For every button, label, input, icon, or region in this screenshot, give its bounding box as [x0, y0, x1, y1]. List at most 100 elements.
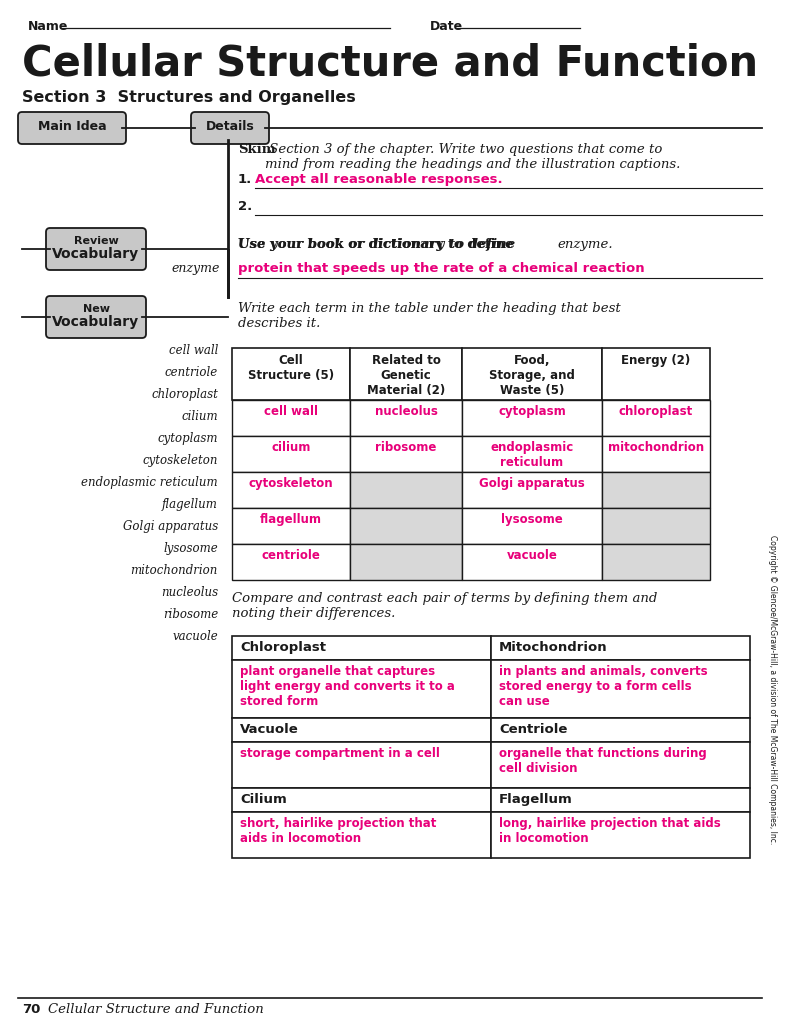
Bar	[350, 544, 462, 580]
Text: lysosome: lysosome	[501, 513, 563, 526]
Text: Compare and contrast each pair of terms by defining them and
noting their differ: Compare and contrast each pair of terms …	[232, 592, 658, 620]
Bar	[491, 718, 750, 742]
Text: organelle that functions during
cell division: organelle that functions during cell div…	[499, 746, 706, 775]
Text: long, hairlike projection that aids
in locomotion: long, hairlike projection that aids in l…	[499, 817, 721, 845]
Text: mitochondrion: mitochondrion	[608, 441, 704, 454]
Text: ribosome: ribosome	[162, 608, 218, 621]
Text: nucleolus: nucleolus	[161, 586, 218, 599]
Bar	[602, 472, 710, 508]
Bar	[491, 788, 750, 812]
Text: cilium: cilium	[182, 410, 218, 423]
Text: cytoplasm: cytoplasm	[498, 406, 566, 418]
Text: centriole: centriole	[262, 549, 321, 562]
Bar	[602, 508, 710, 544]
Text: cilium: cilium	[271, 441, 310, 454]
Text: storage compartment in a cell: storage compartment in a cell	[240, 746, 440, 760]
Bar	[462, 400, 602, 436]
Bar	[232, 544, 350, 580]
Bar	[462, 472, 602, 508]
Text: New: New	[82, 304, 110, 314]
Text: Cellular Structure and Function: Cellular Structure and Function	[22, 42, 758, 84]
Text: Review: Review	[74, 236, 118, 246]
Text: cell wall: cell wall	[264, 406, 318, 418]
Text: cytoskeleton: cytoskeleton	[249, 477, 334, 490]
Text: chloroplast: chloroplast	[619, 406, 693, 418]
Bar	[350, 472, 462, 508]
Bar	[462, 544, 602, 580]
Text: 70: 70	[22, 1002, 40, 1016]
Text: centriole: centriole	[165, 366, 218, 379]
Text: Copyright © Glencoe/McGraw-Hill, a division of The McGraw-Hill Companies, Inc.: Copyright © Glencoe/McGraw-Hill, a divis…	[767, 536, 777, 845]
FancyBboxPatch shape	[46, 296, 146, 338]
Text: lysosome: lysosome	[163, 542, 218, 555]
Text: in plants and animals, converts
stored energy to a form cells
can use: in plants and animals, converts stored e…	[499, 665, 708, 708]
Text: 2.: 2.	[238, 200, 252, 213]
Text: Food,
Storage, and
Waste (5): Food, Storage, and Waste (5)	[489, 354, 575, 397]
Bar	[232, 660, 491, 718]
Bar	[232, 812, 491, 858]
Text: flagellum: flagellum	[260, 513, 322, 526]
Text: Cilium: Cilium	[240, 793, 286, 806]
Text: mitochondrion: mitochondrion	[130, 564, 218, 577]
Text: Use your book or dictionary to define: Use your book or dictionary to define	[238, 238, 514, 251]
Text: Date: Date	[430, 20, 463, 33]
Text: endoplasmic
reticulum: endoplasmic reticulum	[490, 441, 574, 469]
Text: Golgi apparatus: Golgi apparatus	[479, 477, 585, 490]
Bar	[350, 436, 462, 472]
Bar	[602, 400, 710, 436]
Text: plant organelle that captures
light energy and converts it to a
stored form: plant organelle that captures light ener…	[240, 665, 455, 708]
Text: nucleolus: nucleolus	[374, 406, 438, 418]
Bar	[350, 508, 462, 544]
Bar	[232, 348, 350, 400]
Text: protein that speeds up the rate of a chemical reaction: protein that speeds up the rate of a che…	[238, 262, 645, 275]
FancyBboxPatch shape	[191, 112, 269, 144]
Text: Chloroplast: Chloroplast	[240, 641, 326, 654]
Text: vacuole: vacuole	[172, 630, 218, 643]
Bar	[462, 348, 602, 400]
Text: Section 3 of the chapter. Write two questions that come to
mind from reading the: Section 3 of the chapter. Write two ques…	[265, 143, 680, 171]
Text: Write each term in the table under the heading that best
describes it.: Write each term in the table under the h…	[238, 302, 621, 330]
Bar	[491, 812, 750, 858]
Text: chloroplast: chloroplast	[151, 388, 218, 401]
Text: Vocabulary: Vocabulary	[53, 315, 139, 329]
Text: Vacuole: Vacuole	[240, 723, 298, 736]
Text: Related to
Genetic
Material (2): Related to Genetic Material (2)	[367, 354, 445, 397]
Text: enzyme.: enzyme.	[557, 238, 613, 251]
Bar	[232, 718, 491, 742]
Text: Details: Details	[206, 120, 254, 133]
Text: Name: Name	[28, 20, 68, 33]
Text: ribosome: ribosome	[375, 441, 437, 454]
Text: Main Idea: Main Idea	[38, 120, 106, 133]
Text: Section 3  Structures and Organelles: Section 3 Structures and Organelles	[22, 90, 356, 105]
Bar	[602, 544, 710, 580]
Bar	[232, 472, 350, 508]
Text: enzyme: enzyme	[172, 262, 220, 275]
Bar	[232, 636, 491, 660]
Text: 1.: 1.	[238, 173, 252, 186]
Text: vacuole: vacuole	[506, 549, 558, 562]
Text: flagellum: flagellum	[162, 498, 218, 511]
Text: Use your book or dictionary to define: Use your book or dictionary to define	[238, 238, 515, 251]
Text: Accept all reasonable responses.: Accept all reasonable responses.	[255, 173, 502, 186]
FancyBboxPatch shape	[18, 112, 126, 144]
Bar	[491, 636, 750, 660]
Bar	[602, 436, 710, 472]
Bar	[232, 400, 350, 436]
Text: cell wall: cell wall	[169, 344, 218, 357]
Bar	[232, 742, 491, 788]
Text: Golgi apparatus: Golgi apparatus	[122, 520, 218, 534]
Bar	[350, 400, 462, 436]
Bar	[462, 436, 602, 472]
Text: Energy (2): Energy (2)	[622, 354, 690, 367]
Bar	[232, 436, 350, 472]
Text: Mitochondrion: Mitochondrion	[499, 641, 608, 654]
Text: Cell
Structure (5): Cell Structure (5)	[248, 354, 334, 382]
Bar	[350, 348, 462, 400]
Text: Skim: Skim	[238, 143, 276, 156]
Bar	[491, 660, 750, 718]
Bar	[462, 508, 602, 544]
FancyBboxPatch shape	[46, 228, 146, 270]
Text: cytoplasm: cytoplasm	[158, 432, 218, 445]
Bar	[232, 508, 350, 544]
Text: endoplasmic reticulum: endoplasmic reticulum	[82, 476, 218, 489]
